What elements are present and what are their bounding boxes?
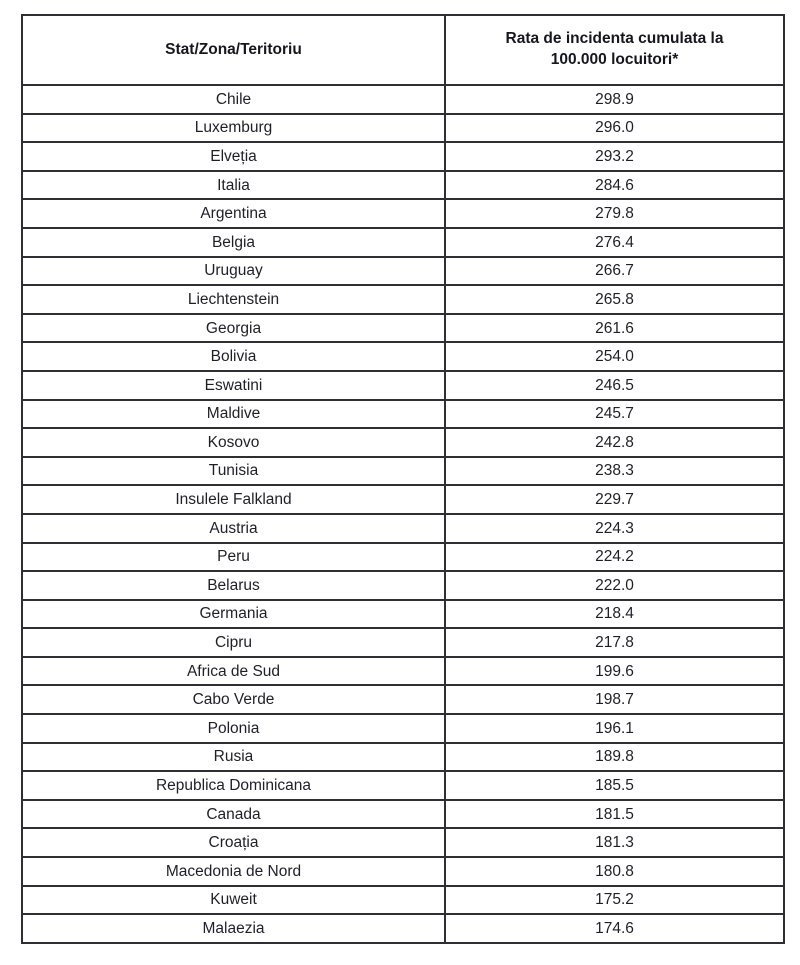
incidence-table: Stat/Zona/Teritoriu Rata de incidenta cu…	[21, 14, 785, 944]
country-cell: Elveția	[21, 141, 446, 172]
table-row: Uruguay 266.7	[21, 255, 785, 287]
table-row: Belarus 222.0	[21, 570, 785, 601]
table-row: Cipru 217.8	[21, 627, 785, 658]
rate-cell: 293.2	[444, 141, 785, 172]
country-cell: Kosovo	[21, 427, 446, 458]
country-cell: Insulele Falkland	[21, 484, 446, 515]
table-row: Maldive 245.7	[21, 398, 785, 430]
rate-cell: 238.3	[444, 455, 785, 487]
table-row: Macedonia de Nord 180.8	[21, 856, 785, 887]
rate-cell: 224.3	[444, 512, 785, 544]
rate-cell: 261.6	[444, 312, 785, 344]
rate-cell: 218.4	[444, 598, 785, 630]
country-cell: Germania	[21, 598, 446, 630]
table-row: Cabo Verde 198.7	[21, 684, 785, 716]
rate-cell: 185.5	[444, 770, 785, 801]
country-cell: Belarus	[21, 570, 446, 601]
column-header-rate: Rata de incidenta cumulata la 100.000 lo…	[444, 14, 785, 86]
table-row: Argentina 279.8	[21, 198, 785, 229]
country-cell: Africa de Sud	[21, 655, 446, 687]
rate-cell: 245.7	[444, 398, 785, 430]
country-cell: Georgia	[21, 312, 446, 344]
country-cell: Uruguay	[21, 255, 446, 287]
country-cell: Eswatini	[21, 369, 446, 401]
rate-cell: 196.1	[444, 713, 785, 744]
rate-cell: 265.8	[444, 284, 785, 315]
table-row: Polonia 196.1	[21, 713, 785, 744]
table-header: Stat/Zona/Teritoriu Rata de incidenta cu…	[21, 14, 785, 86]
country-cell: Peru	[21, 541, 446, 573]
table-row: Canada 181.5	[21, 798, 785, 830]
country-cell: Rusia	[21, 741, 446, 773]
rate-cell: 199.6	[444, 655, 785, 687]
rate-cell: 279.8	[444, 198, 785, 229]
country-cell: Kuweit	[21, 884, 446, 916]
country-cell: Tunisia	[21, 455, 446, 487]
rate-cell: 246.5	[444, 369, 785, 401]
table-body: Chile 298.9 Luxemburg 296.0 Elveția 293.2 Ital…	[21, 84, 785, 944]
table-row: Georgia 261.6	[21, 312, 785, 344]
country-cell: Republica Dominicana	[21, 770, 446, 801]
table-row: Eswatini 246.5	[21, 369, 785, 401]
country-cell: Austria	[21, 512, 446, 544]
table-row: Africa de Sud 199.6	[21, 655, 785, 687]
rate-cell: 181.5	[444, 798, 785, 830]
table-row: Insulele Falkland 229.7	[21, 484, 785, 515]
country-cell: Cipru	[21, 627, 446, 658]
table-row: Kosovo 242.8	[21, 427, 785, 458]
rate-cell: 254.0	[444, 341, 785, 372]
rate-cell: 198.7	[444, 684, 785, 716]
rate-cell: 189.8	[444, 741, 785, 773]
rate-cell: 298.9	[444, 84, 785, 115]
country-cell: Italia	[21, 169, 446, 201]
country-cell: Malaezia	[21, 913, 446, 944]
table-row: Rusia 189.8	[21, 741, 785, 773]
table-row: Belgia 276.4	[21, 226, 785, 258]
rate-cell: 175.2	[444, 884, 785, 916]
table-row: Chile 298.9	[21, 84, 785, 115]
rate-cell: 222.0	[444, 570, 785, 601]
table-row: Liechtenstein 265.8	[21, 284, 785, 315]
header-row: Stat/Zona/Teritoriu Rata de incidenta cu…	[21, 14, 785, 86]
country-cell: Argentina	[21, 198, 446, 229]
rate-cell: 276.4	[444, 226, 785, 258]
table-row: Elveția 293.2	[21, 141, 785, 172]
table-row: Austria 224.3	[21, 512, 785, 544]
table-row: Croația 181.3	[21, 827, 785, 859]
table-row: Luxemburg 296.0	[21, 112, 785, 144]
rate-cell: 180.8	[444, 856, 785, 887]
rate-cell: 217.8	[444, 627, 785, 658]
column-header-country: Stat/Zona/Teritoriu	[21, 14, 446, 86]
country-cell: Luxemburg	[21, 112, 446, 144]
country-cell: Canada	[21, 798, 446, 830]
table-row: Italia 284.6	[21, 169, 785, 201]
table-row: Bolivia 254.0	[21, 341, 785, 372]
country-cell: Croația	[21, 827, 446, 859]
country-cell: Liechtenstein	[21, 284, 446, 315]
rate-cell: 181.3	[444, 827, 785, 859]
table-row: Peru 224.2	[21, 541, 785, 573]
rate-cell: 224.2	[444, 541, 785, 573]
country-cell: Polonia	[21, 713, 446, 744]
rate-cell: 174.6	[444, 913, 785, 944]
country-cell: Macedonia de Nord	[21, 856, 446, 887]
rate-cell: 229.7	[444, 484, 785, 515]
table-row: Malaezia 174.6	[21, 913, 785, 944]
rate-cell: 266.7	[444, 255, 785, 287]
rate-cell: 284.6	[444, 169, 785, 201]
country-cell: Maldive	[21, 398, 446, 430]
rate-cell: 296.0	[444, 112, 785, 144]
table-row: Tunisia 238.3	[21, 455, 785, 487]
country-cell: Chile	[21, 84, 446, 115]
rate-cell: 242.8	[444, 427, 785, 458]
country-cell: Cabo Verde	[21, 684, 446, 716]
table-row: Kuweit 175.2	[21, 884, 785, 916]
table-row: Germania 218.4	[21, 598, 785, 630]
table-row: Republica Dominicana 185.5	[21, 770, 785, 801]
country-cell: Bolivia	[21, 341, 446, 372]
country-cell: Belgia	[21, 226, 446, 258]
